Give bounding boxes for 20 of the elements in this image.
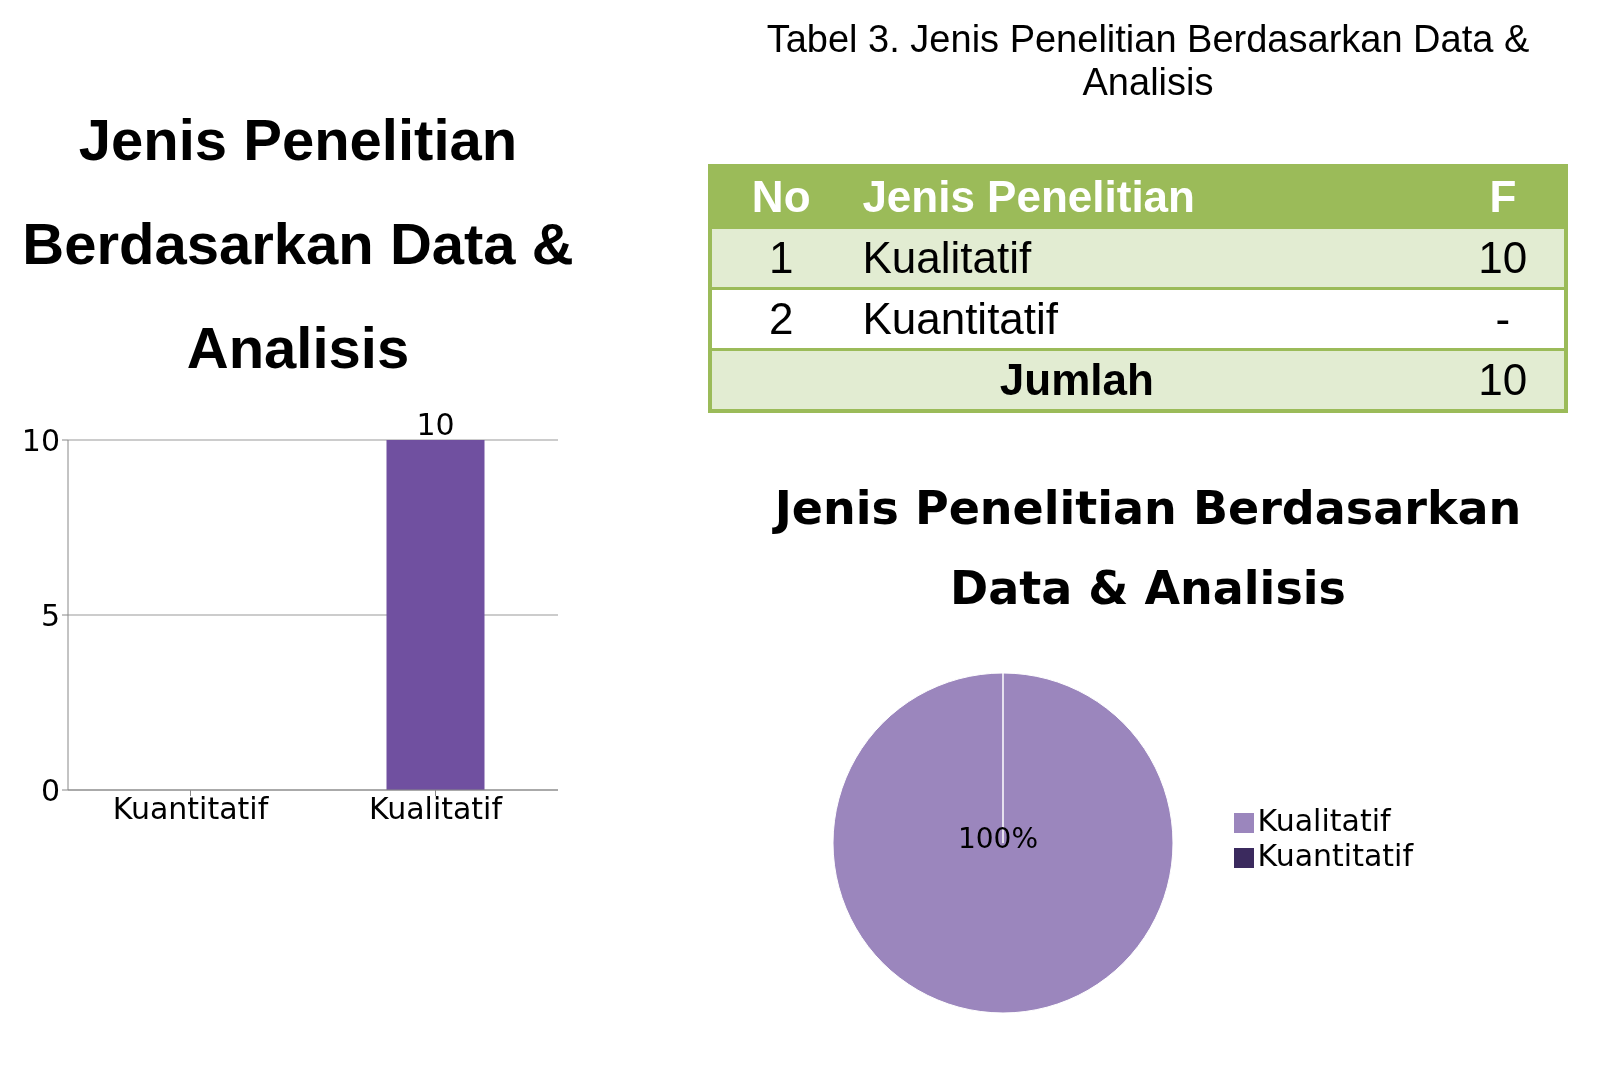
y-tick-label: 0 bbox=[40, 772, 60, 808]
text: 1 bbox=[767, 232, 795, 284]
text: Kuantitatif bbox=[861, 293, 1060, 345]
chart-title: Jenis Penelitian Berdasarkan Data & Analisis bbox=[771, 480, 1523, 617]
text: Tabel 3. Jenis Penelitian Berdasarkan Data & Analisis bbox=[765, 18, 1531, 104]
y-tick-label: 10 bbox=[21, 422, 60, 458]
text: Kualitatif bbox=[861, 232, 1033, 284]
data-label: 10 bbox=[416, 407, 455, 442]
text: Jumlah bbox=[998, 354, 1155, 406]
text: Jenis Penelitian bbox=[861, 171, 1196, 223]
text: - bbox=[1494, 293, 1512, 345]
data-label: 100% bbox=[957, 822, 1039, 855]
legend-label: Kuantitatif bbox=[1257, 838, 1413, 873]
text: F bbox=[1488, 171, 1518, 223]
text: No bbox=[750, 171, 812, 223]
text: 2 bbox=[767, 293, 795, 345]
y-tick-label: 5 bbox=[40, 597, 60, 633]
text: 10 bbox=[1477, 354, 1529, 406]
chart-title: Jenis Penelitian Berdasarkan Data & Analisis bbox=[21, 106, 575, 382]
text: 10 bbox=[1477, 232, 1529, 284]
